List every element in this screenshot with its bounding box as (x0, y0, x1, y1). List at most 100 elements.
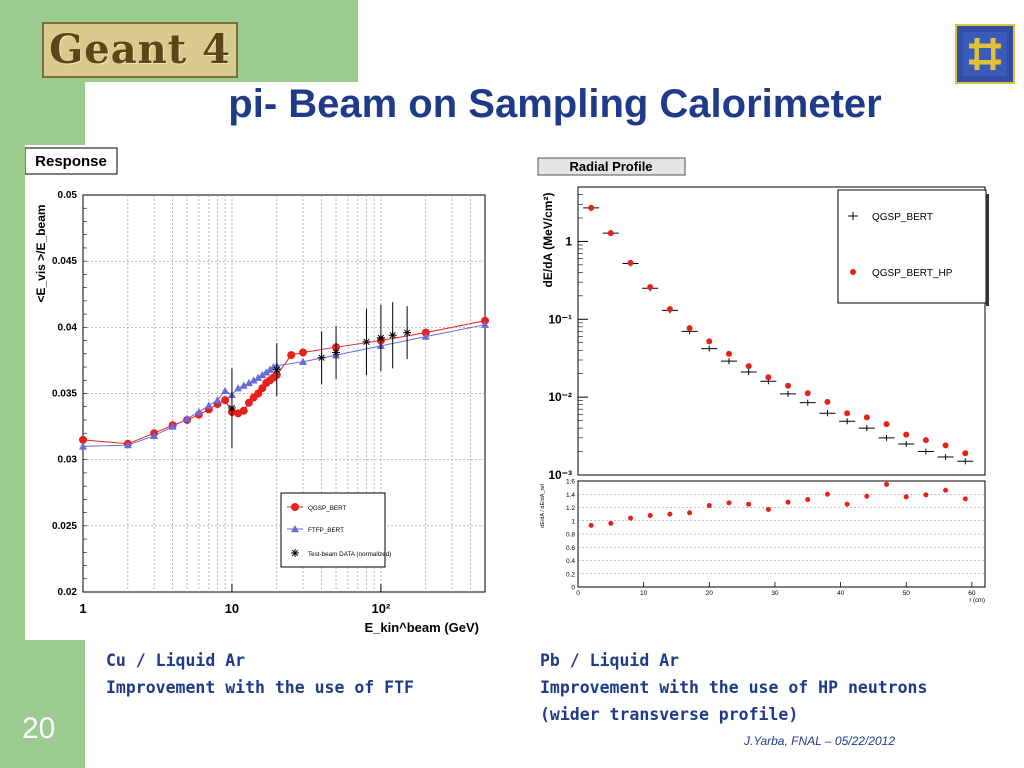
data-point-qgsp-bert-hp (588, 204, 595, 211)
data-point-qgsp-bert-hp (647, 283, 654, 290)
ratio-point (785, 499, 791, 505)
legend-marker-qgsp-bert-hp (850, 269, 856, 275)
data-point-test-beam (362, 337, 371, 346)
ratio-y-tick-label: 1.2 (566, 505, 575, 512)
ratio-point (706, 503, 712, 509)
data-point-test-beam (317, 353, 326, 362)
data-point-qgsp-bert-hp (824, 398, 831, 405)
data-point-ftfp-bert (194, 408, 203, 416)
legend-box (837, 189, 987, 304)
x-tick-label: 20 (706, 590, 714, 597)
data-point-ftfp-bert (168, 422, 177, 430)
slide-title: pi- Beam on Sampling Calorimeter (228, 82, 882, 126)
radial-main-pad: 110⁻¹10⁻²10⁻³dE/dA (MeV/cm²) QGSP_BERTQGS… (541, 186, 989, 482)
data-point-qgsp-bert-hp (745, 363, 752, 370)
ratio-point (923, 492, 929, 498)
data-point-qgsp-bert-hp (942, 442, 949, 449)
ratio-point (628, 515, 634, 521)
fermilab-logo-icon (955, 24, 1015, 84)
legend-label: QGSP_BERT_HP (872, 268, 953, 279)
legend-label: QGSP_BERT (872, 212, 933, 223)
x-tick-label: 10 (640, 590, 648, 597)
left-caption-line2: Improvement with the use of FTF (106, 678, 414, 697)
data-point-ftfp-bert (249, 376, 258, 384)
x-tick-label: 10² (371, 601, 390, 616)
y-tick-label: 10⁻² (548, 390, 572, 404)
data-point-qgsp-bert-hp (903, 431, 910, 438)
ratio-y-tick-label: 0.8 (566, 532, 575, 539)
ratio-y-tick-label: 1.4 (566, 492, 575, 499)
series-qgsp-bert-hp (588, 204, 969, 457)
data-point-ftfp-bert (421, 332, 430, 340)
x-axis-label: E_kin^beam (GeV) (364, 620, 479, 635)
data-point-qgsp-bert (221, 396, 230, 405)
fermilab-logo-graphic (963, 32, 1007, 76)
x-axis-label: r (cm) (969, 598, 985, 604)
radial-legend: QGSP_BERT QGSP_BERT_HP (837, 189, 989, 306)
y-tick-label: 0.045 (52, 256, 77, 267)
chart-title: Radial Profile (569, 159, 652, 174)
data-point-test-beam (388, 331, 397, 340)
data-point-qgsp-bert-hp (863, 414, 870, 421)
ratio-point (864, 493, 870, 499)
ratio-y-tick-label: 0.2 (566, 571, 575, 578)
data-point-test-beam (272, 365, 281, 374)
data-point-qgsp-bert-hp (844, 410, 851, 417)
footer-credit: J.Yarba, FNAL – 05/22/2012 (744, 734, 895, 748)
y-tick-label: 0.025 (52, 521, 77, 532)
data-point-qgsp-bert (79, 435, 87, 444)
data-point-qgsp-bert-hp (725, 350, 732, 357)
ratio-y-tick-label: 0 (571, 585, 575, 592)
legend-marker-qgsp-bert (291, 503, 299, 511)
x-tick-label: 1 (79, 601, 86, 616)
ratio-point (824, 491, 830, 497)
ratio-point (903, 494, 909, 500)
data-point-ftfp-bert (265, 365, 274, 373)
ratio-point (608, 520, 614, 526)
x-tick-label: 30 (771, 590, 779, 597)
y-tick-label: 0.035 (52, 389, 77, 400)
data-point-qgsp-bert (287, 351, 296, 360)
data-point-ftfp-bert (150, 431, 159, 440)
x-tick-label: 50 (903, 590, 911, 597)
ratio-point (962, 496, 968, 502)
data-point-ftfp-bert (123, 441, 132, 449)
ratio-point (746, 501, 752, 507)
data-point-ftfp-bert (254, 373, 263, 381)
data-point-ftfp-bert (79, 442, 87, 450)
data-point-qgsp-bert (244, 398, 253, 407)
y-axis-label: dE/dA (MeV/cm²) (541, 193, 555, 288)
data-point-qgsp-bert-hp (607, 230, 614, 237)
y-tick-label: 10⁻¹ (548, 312, 572, 326)
ratio-point (588, 522, 594, 528)
data-point-ftfp-bert (244, 378, 253, 387)
data-point-qgsp-bert-hp (765, 374, 772, 381)
right-caption: Pb / Liquid Ar Improvement with the use … (540, 647, 927, 728)
x-tick-label: 60 (968, 590, 976, 597)
data-point-qgsp-bert-hp (706, 338, 713, 345)
data-point-test-beam (376, 333, 385, 342)
corner-curve (85, 82, 145, 142)
chart-title: Response (35, 153, 107, 170)
data-point-qgsp-bert-hp (883, 421, 890, 428)
ratio-y-tick-label: 0.6 (566, 545, 575, 552)
response-plot-area: 0.02 0.025 0.03 0.035 0.04 0.045 0.05 1 10 10² <E_… (34, 190, 489, 635)
right-caption-line2: Improvement with the use of HP neutrons (540, 678, 928, 697)
x-tick-label: 0 (576, 590, 580, 597)
ratio-y-tick-label: 1.6 (566, 479, 575, 486)
y-tick-label: 10⁻³ (548, 468, 572, 482)
right-caption-line1: Pb / Liquid Ar (540, 651, 680, 670)
ratio-y-tick-label: 1 (571, 518, 575, 525)
data-point-qgsp-bert-hp (922, 437, 929, 444)
chart-title-box (25, 147, 118, 175)
legend-label: FTFP_BERT (308, 527, 344, 534)
y-tick-label: 0.05 (58, 190, 78, 201)
data-point-qgsp-bert-hp (804, 390, 811, 397)
ratio-y-axis-label: dE/dA / dE/dA_ref (540, 484, 546, 528)
left-caption: Cu / Liquid Ar Improvement with the use … (106, 647, 414, 701)
right-caption-line3: (wider transverse profile) (540, 705, 799, 724)
data-point-qgsp-bert-hp (686, 325, 693, 332)
y-tick-label: 0.03 (58, 455, 78, 466)
series-ftfp-bert (79, 320, 489, 450)
legend-marker-test-beam (291, 549, 299, 557)
